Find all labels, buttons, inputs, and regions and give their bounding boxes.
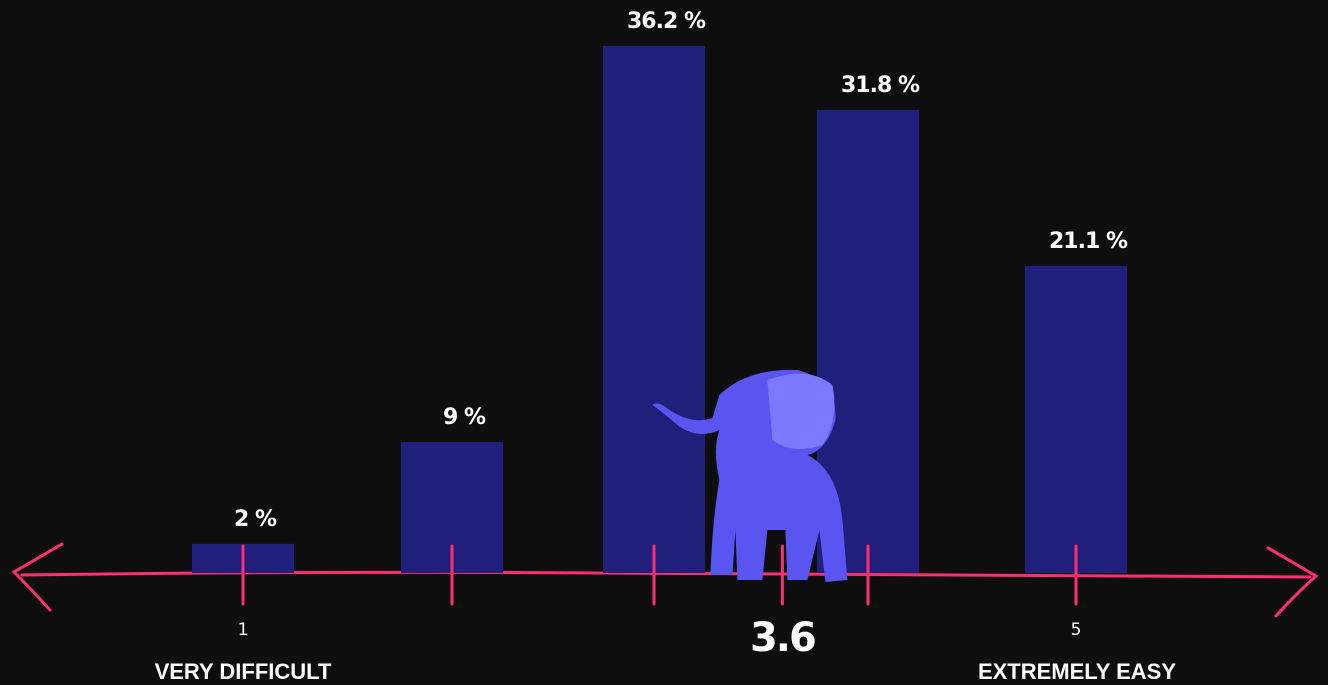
elephant	[652, 369, 848, 582]
value-label: 31.8 %	[841, 73, 920, 98]
value-label: 36.2 %	[627, 9, 706, 34]
axis-arrow-right	[1266, 546, 1319, 618]
x-tick-label: 5	[1071, 620, 1082, 640]
value-label: 9 %	[443, 405, 486, 430]
x-tick-label: 1	[238, 620, 249, 640]
bar	[603, 46, 705, 573]
mean-label: 3.6	[750, 615, 815, 661]
left-label: VERY DIFFICULT	[155, 659, 332, 684]
value-label: 21.1 %	[1049, 229, 1128, 254]
axis	[11, 542, 1319, 618]
value-label: 2 %	[234, 507, 277, 532]
axis-arrow-left	[11, 542, 64, 612]
right-label: EXTREMELY EASY	[978, 659, 1176, 684]
axis-line	[20, 570, 1312, 579]
bar	[1025, 265, 1127, 573]
elephant-ear	[767, 373, 835, 449]
plot: 2 % 1 9 % 36.2 % 31.8 % 21.1 % 5 3.6	[192, 9, 1129, 661]
